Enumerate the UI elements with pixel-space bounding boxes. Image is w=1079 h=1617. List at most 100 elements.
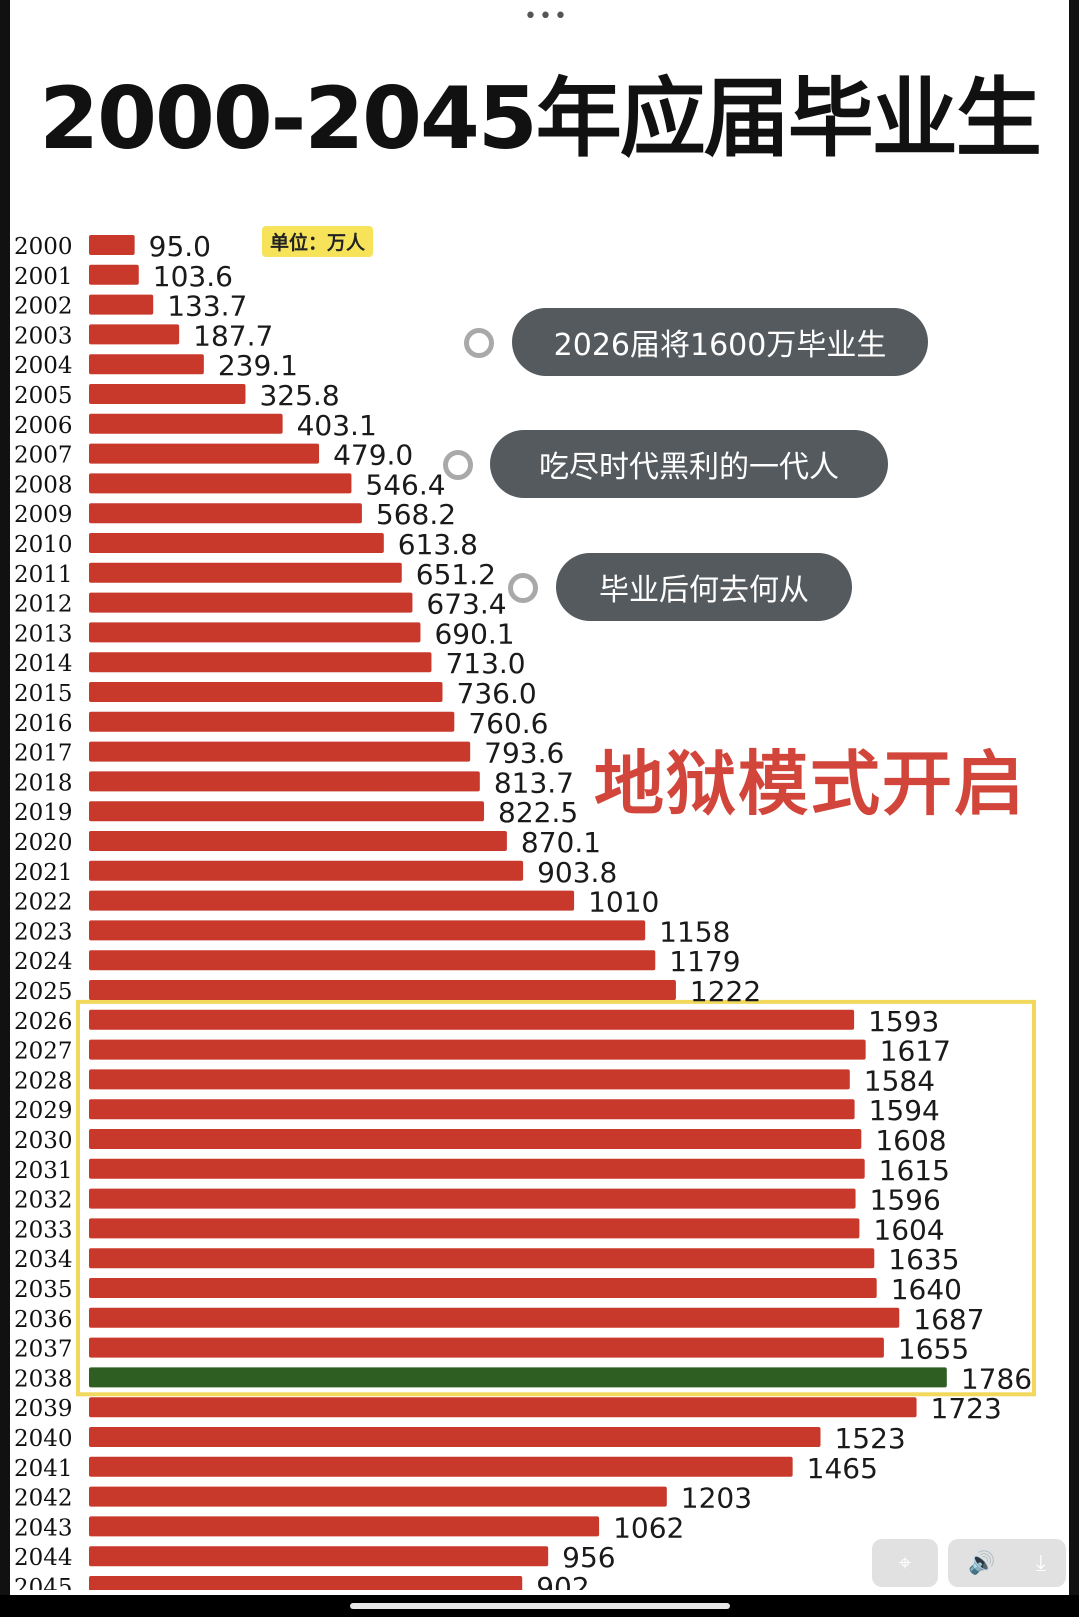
- bar: [89, 1278, 877, 1298]
- right-frame: [1069, 0, 1079, 1617]
- value-label: 903.8: [537, 856, 617, 889]
- bar: [89, 1009, 855, 1030]
- year-label: 2042: [14, 1486, 73, 1512]
- bubble-1: 2026届将1600万毕业生: [512, 308, 928, 376]
- year-label: 2003: [14, 323, 73, 349]
- value-label: 133.7: [167, 290, 247, 323]
- bubble-2: 吃尽时代黑利的一代人: [490, 430, 888, 498]
- year-label: 2038: [14, 1366, 73, 1392]
- value-label: 902: [536, 1571, 589, 1590]
- bar: [89, 294, 154, 315]
- bar: [89, 413, 283, 434]
- year-label: 2027: [14, 1039, 73, 1065]
- year-label: 2021: [14, 860, 73, 886]
- value-label: 1010: [588, 886, 659, 919]
- year-label: 2007: [14, 443, 73, 469]
- year-label: 2029: [14, 1098, 73, 1124]
- year-label: 2015: [14, 681, 73, 707]
- year-label: 2017: [14, 741, 73, 767]
- bar: [89, 622, 421, 643]
- value-label: 1222: [690, 975, 761, 1008]
- more-dots-icon[interactable]: •••: [524, 4, 569, 29]
- value-label: 713.0: [445, 647, 525, 680]
- year-label: 2036: [14, 1307, 73, 1333]
- bar: [89, 1218, 860, 1239]
- value-label: 1723: [931, 1392, 1002, 1425]
- screenshot-button[interactable]: ⌖: [872, 1539, 938, 1587]
- value-label: 651.2: [416, 558, 496, 591]
- value-label: 1158: [659, 915, 730, 948]
- year-label: 2009: [14, 502, 73, 528]
- value-label: 1596: [870, 1184, 941, 1217]
- bar: [89, 950, 656, 971]
- bar: [89, 831, 507, 851]
- bar: [89, 562, 402, 583]
- value-label: 103.6: [153, 260, 233, 293]
- year-label: 2019: [14, 800, 73, 826]
- bar: [89, 1486, 667, 1507]
- year-label: 2010: [14, 532, 73, 558]
- value-label: 793.6: [484, 737, 564, 770]
- media-controls[interactable]: 🔊 ⤓: [948, 1539, 1066, 1587]
- value-label: 1062: [613, 1511, 684, 1544]
- bar: [89, 1337, 884, 1358]
- bar: [89, 473, 352, 494]
- bar: [89, 801, 485, 822]
- value-label: 1635: [888, 1243, 959, 1276]
- bar: [89, 741, 471, 762]
- bar: [89, 682, 443, 702]
- year-label: 2039: [14, 1396, 73, 1422]
- download-icon[interactable]: ⤓: [1036, 1550, 1046, 1576]
- year-label: 2020: [14, 830, 73, 856]
- speaker-icon[interactable]: 🔊: [968, 1550, 996, 1576]
- value-label: 1786: [961, 1362, 1032, 1395]
- year-label: 2041: [14, 1456, 73, 1482]
- bar: [89, 1039, 866, 1060]
- bar: [89, 860, 524, 881]
- bar: [89, 1456, 793, 1477]
- home-indicator[interactable]: [350, 1603, 730, 1609]
- year-label: 2035: [14, 1277, 73, 1303]
- bar: [89, 384, 246, 404]
- unit-badge: 单位：万人: [262, 226, 374, 257]
- year-label: 2044: [14, 1545, 73, 1571]
- bubble-3: 毕业后何去何从: [556, 553, 852, 621]
- value-label: 239.1: [218, 349, 298, 382]
- value-label: 1523: [834, 1422, 905, 1455]
- year-label: 2040: [14, 1426, 73, 1452]
- value-label: 95.0: [149, 230, 211, 263]
- bar: [89, 980, 676, 1000]
- bubble-dot-2: [443, 450, 473, 480]
- left-frame: [0, 0, 10, 1617]
- bar: [89, 443, 320, 464]
- value-label: 546.4: [365, 468, 445, 501]
- bubble-dot-3: [508, 573, 538, 603]
- year-label: 2016: [14, 711, 73, 737]
- year-label: 2028: [14, 1068, 73, 1094]
- year-label: 2002: [14, 294, 73, 320]
- bar: [89, 711, 455, 732]
- value-label: 325.8: [259, 379, 339, 412]
- bubble-dot-1: [464, 328, 494, 358]
- value-label: 568.2: [376, 498, 456, 531]
- bar: [89, 1129, 862, 1149]
- year-label: 2018: [14, 770, 73, 796]
- value-label: 1640: [891, 1273, 962, 1306]
- year-label: 2043: [14, 1515, 73, 1541]
- value-label: 760.6: [468, 707, 548, 740]
- value-label: 690.1: [434, 617, 514, 650]
- bar: [89, 1576, 523, 1590]
- close-icon[interactable]: ✕: [44, 1556, 66, 1586]
- year-label: 2008: [14, 472, 73, 498]
- bar: [89, 890, 575, 911]
- value-label: 613.8: [398, 528, 478, 561]
- value-label: 1615: [879, 1154, 950, 1187]
- value-label: 673.4: [426, 588, 506, 621]
- year-label: 2026: [14, 1009, 73, 1035]
- year-label: 2045: [14, 1575, 73, 1590]
- year-label: 2011: [14, 562, 73, 588]
- value-label: 1687: [913, 1303, 984, 1336]
- bar: [89, 592, 413, 613]
- year-label: 2024: [14, 949, 73, 975]
